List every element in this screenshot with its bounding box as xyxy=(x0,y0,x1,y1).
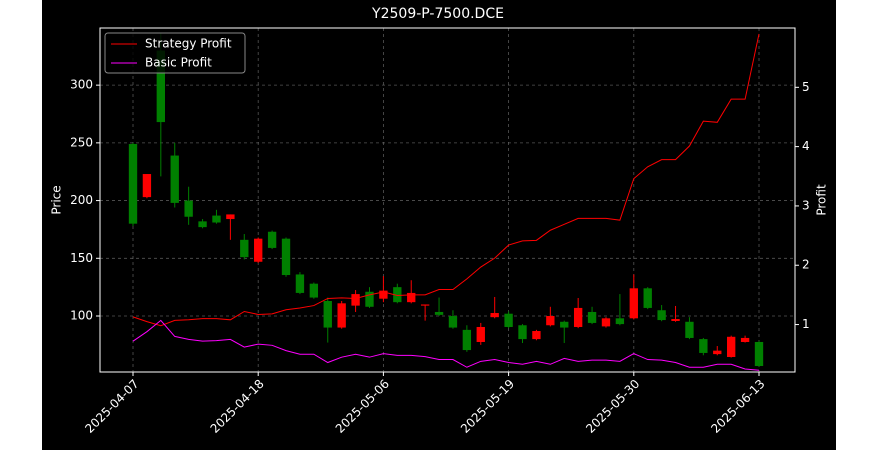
candle-body xyxy=(156,50,165,123)
candle-body xyxy=(198,221,207,228)
candle-body xyxy=(685,321,694,338)
candle-body xyxy=(226,214,235,220)
y-tick-label: 300 xyxy=(70,78,93,92)
candle-body xyxy=(754,341,764,366)
candle-body xyxy=(657,310,666,321)
candle-body xyxy=(407,292,416,303)
candle-body xyxy=(643,288,652,308)
candle-body xyxy=(337,303,346,328)
candle-body xyxy=(490,313,499,318)
candle-body xyxy=(254,238,263,262)
y2-tick-label: 2 xyxy=(802,258,810,272)
candle-body xyxy=(267,231,277,248)
y-tick-label: 150 xyxy=(70,251,93,265)
candle-body xyxy=(629,288,638,319)
y2-axis-label: Profit xyxy=(815,184,829,216)
candle-body xyxy=(323,301,332,328)
candle-body xyxy=(240,239,249,258)
candle-body xyxy=(128,144,138,224)
candle-body xyxy=(309,283,319,298)
candle-body xyxy=(587,311,597,323)
candle-body xyxy=(713,350,722,355)
candle-body xyxy=(281,238,291,276)
candle-body xyxy=(532,331,541,340)
candle-body xyxy=(573,307,583,327)
y2-tick-label: 5 xyxy=(802,80,810,94)
candle-body xyxy=(170,155,179,203)
candle-body xyxy=(615,318,625,325)
candle-body xyxy=(518,325,527,340)
figure-background xyxy=(42,0,836,450)
legend-box xyxy=(104,32,246,74)
y-tick-label: 100 xyxy=(70,309,93,323)
y-tick-label: 250 xyxy=(70,135,93,149)
profit-line xyxy=(132,319,760,371)
candle-body xyxy=(184,200,193,217)
candle-body xyxy=(560,321,569,328)
candle-body xyxy=(142,174,152,198)
candle-body xyxy=(434,311,444,315)
candle-body xyxy=(365,291,374,307)
y2-tick-label: 3 xyxy=(802,198,810,212)
candle-body xyxy=(740,337,750,342)
legend-label: Strategy Profit xyxy=(145,37,232,51)
candle-body xyxy=(727,336,736,357)
candle-body xyxy=(699,339,708,353)
candle-body xyxy=(671,319,680,321)
legend-label: Basic Profit xyxy=(145,56,212,70)
chart-title: Y2509-P-7500.DCE xyxy=(371,6,504,22)
candle-body xyxy=(504,313,513,327)
candle-body xyxy=(393,287,402,303)
candle-body xyxy=(601,318,611,327)
candle-body xyxy=(476,326,485,342)
y-axis-label: Price xyxy=(50,185,64,214)
plot-frame xyxy=(99,27,796,373)
candle-body xyxy=(379,290,388,299)
candle-body xyxy=(462,329,472,351)
candle-body xyxy=(420,304,430,306)
profit-line xyxy=(132,33,760,327)
candle-body xyxy=(546,316,555,326)
candle-body xyxy=(351,294,360,306)
y2-tick-label: 1 xyxy=(802,317,810,331)
candle-body xyxy=(448,316,458,328)
candle-body xyxy=(212,215,221,223)
y-tick-label: 200 xyxy=(70,193,93,207)
y2-tick-label: 4 xyxy=(802,139,810,153)
candle-body xyxy=(295,274,305,293)
